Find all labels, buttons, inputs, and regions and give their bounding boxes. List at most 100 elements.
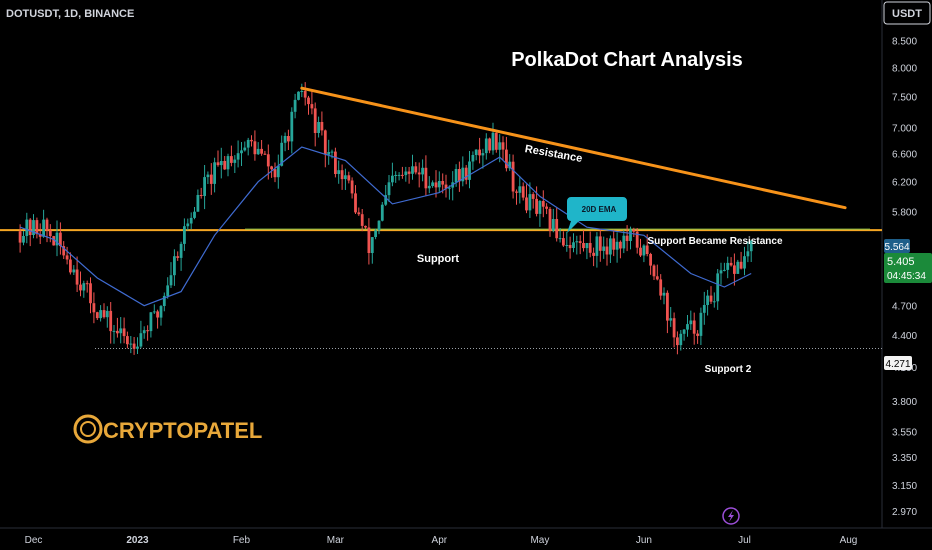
candle-body-126 xyxy=(441,181,445,185)
candle-body-100 xyxy=(354,193,357,213)
candle-body-6 xyxy=(38,234,42,237)
price-tick-11: 3.800 xyxy=(892,397,917,408)
ema-20-line xyxy=(19,146,752,307)
candle-body-132 xyxy=(461,167,465,182)
candle-body-131 xyxy=(458,169,461,182)
currency-button[interactable] xyxy=(883,1,931,25)
candle-body-193 xyxy=(666,292,669,321)
candle-body-147 xyxy=(511,161,515,192)
candle-body-127 xyxy=(444,184,448,189)
level-badge-resistance-bg xyxy=(884,239,910,253)
candle-body-210 xyxy=(723,269,726,271)
candle-body-97 xyxy=(344,175,347,180)
candle-body-113 xyxy=(397,174,401,176)
candle-body-71 xyxy=(256,148,260,155)
candle-body-115 xyxy=(404,171,408,176)
candle-body-128 xyxy=(448,187,451,189)
candle-body-181 xyxy=(625,235,629,241)
candle-body-143 xyxy=(498,142,502,150)
candle-body-20 xyxy=(85,283,89,285)
price-tick-15: 2.970 xyxy=(892,507,917,518)
candle-body-199 xyxy=(686,324,689,330)
candle-body-49 xyxy=(183,226,186,244)
support-2-label: Support 2 xyxy=(705,364,752,375)
candle-body-80 xyxy=(287,136,290,142)
candle-body-118 xyxy=(414,166,418,173)
countdown-text: 04:45:34 xyxy=(887,271,926,282)
candle-body-51 xyxy=(189,217,193,224)
price-tick-8: 4.700 xyxy=(892,302,917,313)
candle-body-44 xyxy=(166,285,170,296)
price-tick-6: 5.800 xyxy=(892,208,917,219)
candle-body-95 xyxy=(337,170,341,174)
candle-body-0 xyxy=(18,231,22,243)
candle-body-189 xyxy=(652,265,656,277)
candle-body-140 xyxy=(488,138,491,151)
candle-body-190 xyxy=(655,276,659,280)
candle-body-91 xyxy=(323,130,327,155)
support-label: Support xyxy=(417,253,459,265)
candle-body-66 xyxy=(240,150,243,154)
candle-body-4 xyxy=(32,220,35,235)
candle-body-62 xyxy=(226,156,230,170)
time-tick-4: Apr xyxy=(432,535,448,546)
candle-body-137 xyxy=(478,149,481,156)
candle-body-18 xyxy=(79,284,82,291)
candle-body-207 xyxy=(712,301,716,303)
price-tick-5: 6.200 xyxy=(892,178,917,189)
time-tick-1: 2023 xyxy=(126,535,149,546)
candle-body-33 xyxy=(129,343,133,345)
candle-body-109 xyxy=(384,195,388,205)
candle-body-103 xyxy=(364,225,367,228)
candle-body-54 xyxy=(199,195,203,196)
candle-body-47 xyxy=(176,256,180,258)
candle-body-74 xyxy=(266,154,270,167)
candle-body-58 xyxy=(213,162,216,184)
candle-body-200 xyxy=(689,320,693,325)
level-badge-support2-text: 4.271 xyxy=(885,359,910,370)
candle-body-78 xyxy=(280,142,284,166)
candle-body-174 xyxy=(602,246,606,251)
candle-body-21 xyxy=(89,283,92,304)
time-axis: Dec 2023 Feb Mar Apr May Jun Jul Aug xyxy=(25,535,858,546)
candle-body-117 xyxy=(411,166,414,174)
candle-body-119 xyxy=(417,172,421,175)
ema-callout-label: 20D EMA xyxy=(582,205,617,214)
candle-body-43 xyxy=(162,295,166,306)
candle-body-69 xyxy=(250,139,253,142)
candle-body-161 xyxy=(558,238,562,240)
candle-body-75 xyxy=(270,166,273,170)
candle-body-148 xyxy=(515,191,518,193)
candle-body-64 xyxy=(233,159,237,163)
candle-body-104 xyxy=(367,227,371,253)
candle-body-50 xyxy=(186,223,190,227)
candle-body-38 xyxy=(146,330,149,332)
candle-body-180 xyxy=(622,235,626,249)
candle-body-34 xyxy=(132,343,136,349)
candle-body-157 xyxy=(545,206,548,209)
candle-body-163 xyxy=(565,245,569,246)
candle-body-217 xyxy=(746,251,750,257)
candle-body-68 xyxy=(246,139,250,148)
candle-body-166 xyxy=(575,241,579,243)
candle-body-197 xyxy=(679,333,683,346)
candle-body-19 xyxy=(82,283,86,291)
candle-body-149 xyxy=(518,186,522,193)
candle-body-22 xyxy=(92,303,96,313)
candle-body-81 xyxy=(290,111,294,142)
candle-body-36 xyxy=(139,333,143,347)
candle-body-88 xyxy=(313,108,317,133)
candle-body-32 xyxy=(126,336,129,345)
candle-body-144 xyxy=(501,142,505,150)
candle-body-185 xyxy=(639,247,642,256)
lightning-icon[interactable] xyxy=(722,507,740,525)
candle-body-40 xyxy=(152,311,156,313)
candle-body-160 xyxy=(555,219,559,239)
candle-body-30 xyxy=(119,328,123,334)
candle-body-53 xyxy=(196,195,200,212)
candle-body-158 xyxy=(548,208,552,231)
candle-body-86 xyxy=(307,97,310,105)
price-tick-3: 7.000 xyxy=(892,123,917,134)
